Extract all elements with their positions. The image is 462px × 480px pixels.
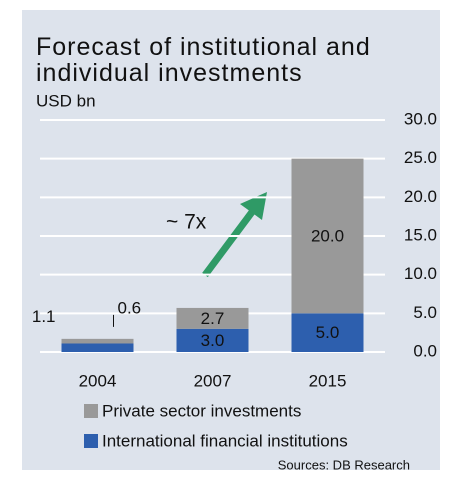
x-tick-label: 2004 (79, 371, 117, 390)
x-tick-label: 2007 (194, 371, 232, 390)
legend-swatch (84, 434, 98, 448)
bar-segment (61, 338, 134, 344)
chart-title: Forecast of institutional and individual… (36, 33, 371, 87)
source: Sources: DB Research (278, 457, 410, 472)
bar-segment (176, 328, 249, 352)
legend-label: International financial institutions (102, 431, 348, 450)
y-tick-label: 10.0 (404, 264, 437, 283)
x-tick-label: 2015 (309, 371, 347, 390)
y-tick-label: 5.0 (413, 303, 437, 322)
legend-label: Private sector investments (102, 401, 301, 420)
y-tick-label: 25.0 (404, 148, 437, 167)
value-label: 5.0 (316, 323, 340, 342)
value-label: 0.6 (118, 298, 142, 317)
value-label: 2.7 (201, 309, 225, 328)
y-axis-label: USD bn (36, 91, 96, 110)
value-label: 1.1 (32, 307, 56, 326)
annotation: ~ 7x (166, 211, 207, 234)
arrow (202, 205, 258, 278)
y-tick-label: 0.0 (413, 341, 437, 360)
legend-swatch (84, 404, 98, 418)
bar-segment (291, 158, 364, 314)
y-tick-label: 20.0 (404, 187, 437, 206)
y-tick-label: 30.0 (404, 109, 437, 128)
bar-segment (61, 343, 134, 352)
arrow-head (240, 192, 267, 220)
value-label: 3.0 (201, 331, 225, 350)
bar-segment (291, 313, 364, 352)
value-label: 20.0 (311, 226, 344, 245)
y-tick-label: 15.0 (404, 225, 437, 244)
bar-segment (176, 307, 249, 329)
